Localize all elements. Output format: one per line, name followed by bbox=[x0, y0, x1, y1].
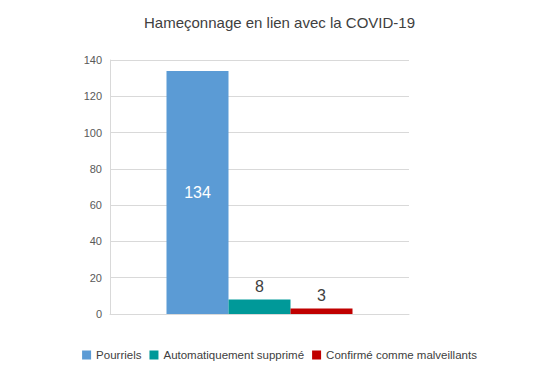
svg-text:8: 8 bbox=[255, 278, 264, 295]
svg-text:Pourriels: Pourriels bbox=[96, 349, 142, 361]
svg-text:100: 100 bbox=[84, 127, 102, 139]
svg-text:120: 120 bbox=[84, 90, 102, 102]
svg-text:140: 140 bbox=[84, 54, 102, 66]
svg-text:134: 134 bbox=[184, 184, 211, 201]
svg-text:Automatiquement supprimé: Automatiquement supprimé bbox=[163, 349, 304, 361]
svg-text:3: 3 bbox=[317, 287, 326, 304]
svg-text:80: 80 bbox=[90, 163, 102, 175]
svg-text:40: 40 bbox=[90, 235, 102, 247]
svg-text:Hameçonnage en lien avec la CO: Hameçonnage en lien avec la COVID-19 bbox=[144, 14, 415, 31]
svg-text:0: 0 bbox=[96, 308, 102, 320]
svg-text:60: 60 bbox=[90, 199, 102, 211]
svg-text:20: 20 bbox=[90, 272, 102, 284]
svg-text:Confirmé comme malveillants: Confirmé comme malveillants bbox=[326, 349, 477, 361]
